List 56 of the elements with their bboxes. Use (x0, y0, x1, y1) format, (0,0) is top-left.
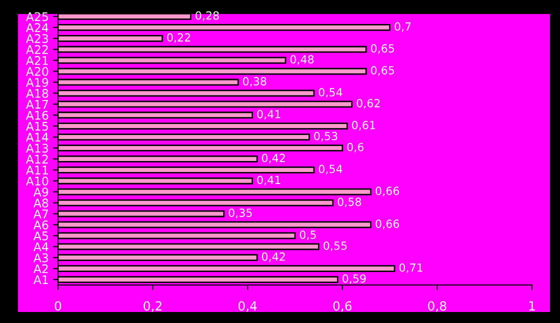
y-tick-label: A4 (33, 242, 48, 252)
y-tick-label: A22 (26, 45, 48, 54)
y-tick-label: A24 (26, 23, 48, 32)
data-label: 0,65 (371, 44, 394, 54)
y-tick-label: A21 (26, 56, 48, 65)
data-label: 0,28 (196, 11, 219, 21)
y-tick-label: A9 (33, 188, 48, 196)
data-label: 0,38 (243, 77, 266, 87)
data-label: 0,7 (394, 22, 411, 32)
data-label: 0,5 (300, 230, 316, 240)
data-label: 0,53 (314, 132, 338, 142)
y-tick-label: A16 (26, 110, 48, 120)
y-tick-label: A12 (26, 154, 48, 164)
x-tick-label: 0 (54, 301, 62, 311)
data-label: 0,66 (376, 220, 400, 230)
y-tick-label: A8 (33, 198, 48, 208)
data-label: 0,59 (342, 274, 366, 284)
data-label: 0,48 (290, 55, 314, 65)
data-label: 0,35 (228, 208, 252, 218)
data-label: 0,6 (347, 142, 364, 152)
data-label: 0,42 (262, 154, 285, 164)
y-tick-label: A15 (26, 122, 48, 131)
y-tick-label: A6 (33, 220, 48, 230)
y-tick-label: A11 (26, 166, 48, 174)
data-label: 0,41 (257, 110, 280, 120)
y-tick-label: A18 (26, 88, 48, 98)
y-tick-label: A3 (33, 253, 48, 262)
data-label: 0,54 (318, 164, 342, 174)
data-label: 0,42 (262, 252, 285, 262)
data-label: 0,41 (257, 176, 280, 186)
data-label: 0,65 (371, 66, 394, 76)
y-tick-label: A5 (33, 232, 48, 240)
data-label: 0,62 (356, 98, 380, 109)
y-tick-label: A10 (26, 176, 48, 186)
x-tick-label: 0,6 (333, 301, 352, 312)
x-tick-label: 1 (529, 301, 535, 310)
y-tick-label: A2 (33, 264, 48, 274)
x-tick-label: 0,8 (428, 301, 446, 312)
x-tick-label: 0,4 (238, 301, 257, 312)
y-tick-label: A20 (26, 67, 48, 76)
y-tick-label: A19 (26, 78, 48, 87)
x-tick-label: 0,2 (144, 301, 162, 312)
y-tick-label: A14 (26, 132, 48, 142)
data-label: 0,55 (324, 241, 347, 251)
data-label: 0,22 (167, 33, 190, 43)
y-tick-label: A25 (26, 12, 48, 22)
data-label: 0,66 (376, 186, 400, 196)
data-label: 0,58 (338, 198, 362, 208)
data-label: 0,61 (352, 120, 376, 130)
y-tick-label: A1 (33, 275, 48, 284)
y-tick-label: A23 (26, 34, 48, 44)
y-tick-label: A13 (26, 144, 48, 153)
y-tick-label: A17 (26, 100, 48, 109)
y-tick-label: A7 (33, 210, 48, 218)
data-label: 0,54 (318, 88, 342, 98)
data-label: 0,71 (399, 263, 422, 273)
